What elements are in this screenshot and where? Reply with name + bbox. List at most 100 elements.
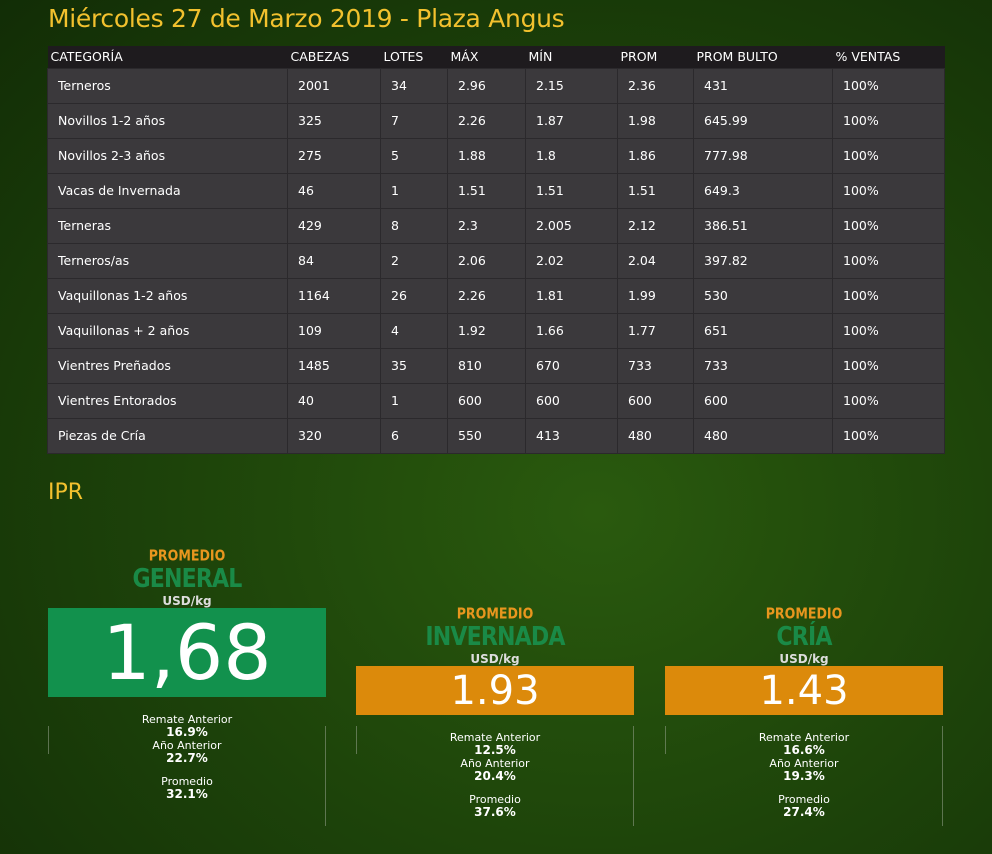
table-cell: Vientres Entorados — [47, 382, 288, 419]
ipr-panel-2: PROMEDIO INVERNADA USD/kg 1.93 Remate An… — [356, 605, 634, 826]
index-value: 1.93 — [450, 667, 540, 714]
ano-anterior-value: 20.4% — [474, 769, 516, 783]
table-row: Piezas de Cría 320 6 550 413 480 480 100% — [47, 417, 945, 454]
table-cell: 100% — [832, 312, 945, 349]
table-cell: Vacas de Invernada — [47, 172, 288, 209]
ipr-heading: IPR — [48, 480, 84, 505]
table-cell: 2 — [380, 242, 448, 279]
table-cell: 100% — [832, 417, 945, 454]
table-cell: Terneras — [47, 207, 288, 244]
unit-label: USD/kg — [779, 652, 829, 666]
table-cell: 1164 — [287, 277, 381, 314]
table-cell: 386.51 — [693, 207, 833, 244]
promedio-label: PROMEDIO — [148, 547, 226, 565]
table-cell: 35 — [380, 347, 448, 384]
table-cell: 1.99 — [617, 277, 694, 314]
table-cell: 2.96 — [447, 67, 526, 104]
promedio-stat-value: 37.6% — [474, 805, 516, 819]
table-cell: 1.51 — [447, 172, 526, 209]
table-cell: 733 — [617, 347, 694, 384]
divider — [48, 726, 49, 754]
value-box: 1,68 — [48, 608, 326, 697]
table-cell: 2.26 — [447, 102, 526, 139]
remate-anterior-value: 16.6% — [783, 743, 825, 757]
table-cell: Terneros — [47, 67, 288, 104]
table-cell: 1.92 — [447, 312, 526, 349]
table-cell: 2.3 — [447, 207, 526, 244]
ano-anterior-label: Año Anterior — [152, 739, 222, 752]
table-cell: 2.005 — [525, 207, 618, 244]
table-cell: 600 — [525, 382, 618, 419]
table-cell: 84 — [287, 242, 381, 279]
table-cell: 2.36 — [617, 67, 694, 104]
table-cell: 480 — [617, 417, 694, 454]
table-cell: 275 — [287, 137, 381, 174]
column-header: CABEZAS — [287, 46, 381, 68]
table-cell: 1485 — [287, 347, 381, 384]
promedio-stat-value: 27.4% — [783, 805, 825, 819]
column-header: PROM — [617, 46, 694, 68]
unit-label: USD/kg — [162, 594, 212, 608]
table-cell: 1.66 — [525, 312, 618, 349]
table-cell: Terneros/as — [47, 242, 288, 279]
table-cell: 1.51 — [617, 172, 694, 209]
table-cell: 100% — [832, 102, 945, 139]
table-row: Vaquillonas + 2 años 109 4 1.92 1.66 1.77 651 1… — [47, 312, 945, 349]
table-row: Terneras 429 8 2.3 2.005 2.12 386.51 100% — [47, 207, 945, 244]
table-cell: 2.06 — [447, 242, 526, 279]
ano-anterior-label: Año Anterior — [460, 757, 530, 770]
table-cell: 651 — [693, 312, 833, 349]
table-cell: 1 — [380, 172, 448, 209]
table-cell: 100% — [832, 347, 945, 384]
table-row: Novillos 2-3 años 275 5 1.88 1.8 1.86 777.98 10… — [47, 137, 945, 174]
table-cell: 1.77 — [617, 312, 694, 349]
table-cell: 100% — [832, 137, 945, 174]
column-header: MÍN — [525, 46, 618, 68]
table-cell: 649.3 — [693, 172, 833, 209]
panel-name: GENERAL — [132, 564, 242, 594]
table-cell: 1 — [380, 382, 448, 419]
table-cell: 2001 — [287, 67, 381, 104]
table-row: Vientres Entorados 40 1 600 600 600 600 100% — [47, 382, 945, 419]
table-cell: 550 — [447, 417, 526, 454]
column-header: % VENTAS — [832, 46, 945, 68]
table-row: Vaquillonas 1-2 años 1164 26 2.26 1.81 1.99 53… — [47, 277, 945, 314]
table-cell: 670 — [525, 347, 618, 384]
promedio-stat-label: Promedio — [469, 793, 521, 806]
table-cell: 429 — [287, 207, 381, 244]
table-cell: 1.87 — [525, 102, 618, 139]
promedio-label: PROMEDIO — [765, 605, 843, 623]
column-header: PROM BULTO — [693, 46, 833, 68]
table-cell: 320 — [287, 417, 381, 454]
table-cell: 7 — [380, 102, 448, 139]
table-cell: 4 — [380, 312, 448, 349]
table-cell: 325 — [287, 102, 381, 139]
divider — [665, 726, 666, 754]
ipr-panel-1: PROMEDIO GENERAL USD/kg 1,68 Remate Ante… — [48, 547, 326, 826]
table-cell: 645.99 — [693, 102, 833, 139]
table-cell: 40 — [287, 382, 381, 419]
ipr-panel-3: PROMEDIO CRÍA USD/kg 1.43 Remate Anterio… — [665, 605, 943, 826]
table-cell: 1.98 — [617, 102, 694, 139]
value-box: 1.93 — [356, 666, 634, 715]
page-title: Miércoles 27 de Marzo 2019 - Plaza Angus — [48, 4, 565, 33]
table-cell: 810 — [447, 347, 526, 384]
table-row: Terneros/as 84 2 2.06 2.02 2.04 397.82 100% — [47, 242, 945, 279]
table-cell: 2.02 — [525, 242, 618, 279]
table-row: Vacas de Invernada 46 1 1.51 1.51 1.51 649.3 10… — [47, 172, 945, 209]
table-cell: 2.26 — [447, 277, 526, 314]
ano-anterior-label: Año Anterior — [769, 757, 839, 770]
ano-anterior-value: 19.3% — [783, 769, 825, 783]
table-cell: 1.81 — [525, 277, 618, 314]
table-cell: 109 — [287, 312, 381, 349]
index-value: 1.43 — [759, 667, 849, 714]
remate-anterior-value: 12.5% — [474, 743, 516, 757]
promedio-label: PROMEDIO — [456, 605, 534, 623]
promedio-stat-value: 32.1% — [166, 787, 208, 801]
table-cell: 100% — [832, 382, 945, 419]
table-row: Terneros 2001 34 2.96 2.15 2.36 431 100% — [47, 67, 945, 104]
table-cell: 600 — [617, 382, 694, 419]
promedio-stat-label: Promedio — [161, 775, 213, 788]
table-cell: Vaquillonas + 2 años — [47, 312, 288, 349]
table-cell: 1.8 — [525, 137, 618, 174]
